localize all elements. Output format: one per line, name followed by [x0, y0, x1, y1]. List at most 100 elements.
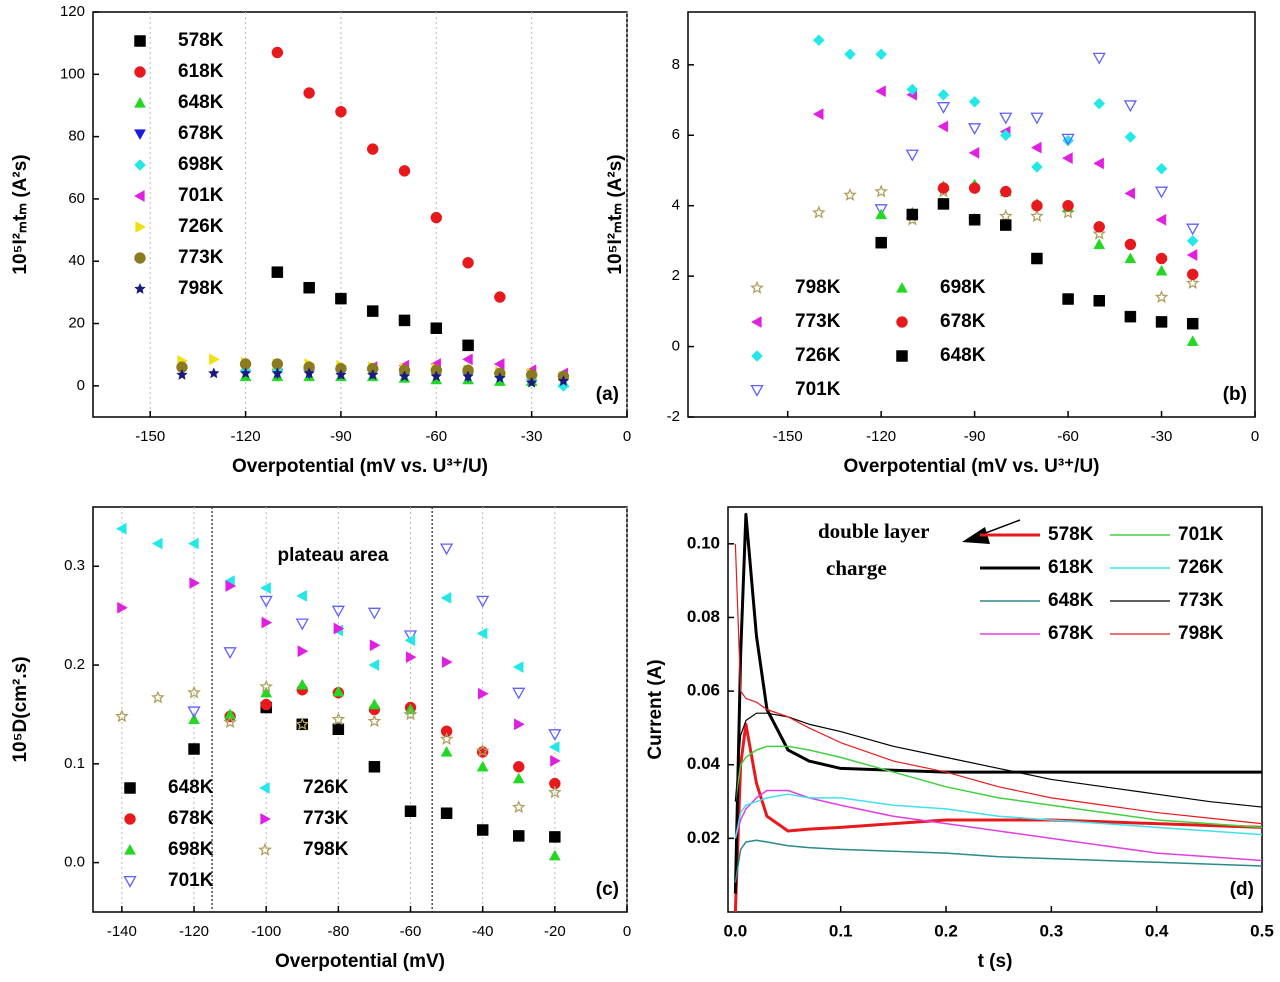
legend-label: 698K [168, 839, 214, 860]
x-tick-label: -120 [179, 923, 209, 940]
marker [512, 687, 526, 700]
marker [1030, 112, 1044, 125]
legend-label: 698K [940, 277, 986, 298]
marker [999, 129, 1012, 142]
legend-marker [750, 316, 762, 328]
marker [295, 618, 309, 631]
marker [549, 831, 561, 843]
x-tick-label: -20 [544, 923, 566, 940]
legend-label: 648K [940, 345, 986, 366]
marker [1124, 187, 1136, 200]
y-tick-label: 0.02 [687, 828, 720, 847]
x-axis-label: t (s) [978, 951, 1013, 972]
panel: 0.0 0.1 0.2 0.3 0.4 0.5 0.02 0.04 0.06 0.08 0.10 t … [645, 506, 1274, 972]
legend-label: 726K [178, 216, 224, 237]
legend-marker [134, 159, 146, 171]
marker [295, 717, 310, 731]
marker [874, 204, 888, 217]
marker [1093, 157, 1104, 170]
marker [1186, 268, 1199, 281]
x-tick-label: -150 [135, 428, 165, 445]
x-axis-label: Overpotential (mV) [275, 951, 445, 972]
y-tick-label: 6 [672, 126, 680, 143]
marker [1093, 295, 1105, 307]
marker [999, 112, 1013, 125]
marker [478, 687, 489, 700]
line [734, 712, 1263, 808]
marker [1031, 252, 1043, 265]
marker [367, 714, 382, 728]
marker [1000, 219, 1012, 231]
annotation: double layer [818, 519, 929, 543]
legend-label: 726K [1178, 557, 1224, 578]
legend-marker [750, 384, 764, 397]
marker [512, 772, 525, 784]
legend-label: 698K [178, 154, 224, 175]
legend-marker [124, 782, 136, 794]
annotation: plateau area [278, 545, 389, 566]
marker [1124, 131, 1137, 143]
marker [296, 589, 307, 602]
marker [1154, 290, 1169, 304]
legend-label: 701K [795, 379, 841, 400]
marker [1185, 275, 1200, 289]
marker [439, 731, 454, 745]
marker [303, 367, 315, 379]
marker [223, 715, 237, 729]
marker [1030, 209, 1044, 223]
marker [1155, 213, 1167, 226]
x-tick-label: 0.1 [829, 921, 853, 940]
plot-frame [687, 11, 1256, 418]
marker [476, 627, 488, 640]
y-tick-label: 0.0 [64, 854, 85, 871]
marker [404, 805, 417, 817]
x-axis-label: Overpotential (mV vs. U³⁺/U) [843, 456, 1099, 477]
y-axis-label: 10⁵I²ₘtₘ (A²s) [605, 154, 626, 274]
marker [367, 607, 382, 620]
marker [1155, 316, 1168, 328]
marker [439, 543, 454, 556]
marker [511, 800, 526, 814]
marker [151, 690, 165, 704]
marker [303, 281, 315, 294]
marker [937, 198, 950, 210]
marker [968, 146, 980, 159]
marker [1186, 235, 1199, 247]
marker [224, 708, 237, 720]
marker [1062, 199, 1074, 212]
x-tick-label: -150 [773, 428, 803, 445]
x-tick-label: -90 [964, 428, 986, 445]
marker [398, 314, 411, 327]
marker [261, 616, 273, 629]
marker [303, 87, 315, 99]
legend-label: 678K [178, 123, 224, 144]
marker [1124, 238, 1137, 251]
marker [176, 368, 188, 380]
marker [151, 537, 163, 550]
marker [812, 205, 826, 219]
marker [271, 266, 284, 278]
panel: -150 -120 -90 -60 -30 0 0 20 40 60 80 100 120 Overpot… [10, 3, 631, 477]
marker [1031, 199, 1043, 212]
marker [476, 760, 489, 772]
marker [937, 88, 950, 101]
marker [475, 743, 490, 757]
marker [462, 257, 474, 269]
legend-marker [134, 66, 146, 78]
plot-frame [92, 11, 628, 418]
legend-label: 798K [795, 277, 841, 298]
marker [462, 370, 474, 382]
marker [440, 745, 453, 757]
legend-label: 678K [1048, 623, 1094, 644]
y-tick-label: 0.04 [687, 754, 721, 773]
marker [812, 34, 825, 47]
panel-label: (b) [1223, 384, 1247, 405]
y-tick-label: 0.1 [64, 755, 85, 772]
marker [366, 368, 379, 380]
legend-label: 701K [1178, 524, 1224, 545]
marker [404, 634, 416, 647]
marker [1186, 335, 1199, 346]
marker [271, 367, 284, 379]
marker [905, 149, 919, 162]
legend-marker [123, 875, 137, 888]
